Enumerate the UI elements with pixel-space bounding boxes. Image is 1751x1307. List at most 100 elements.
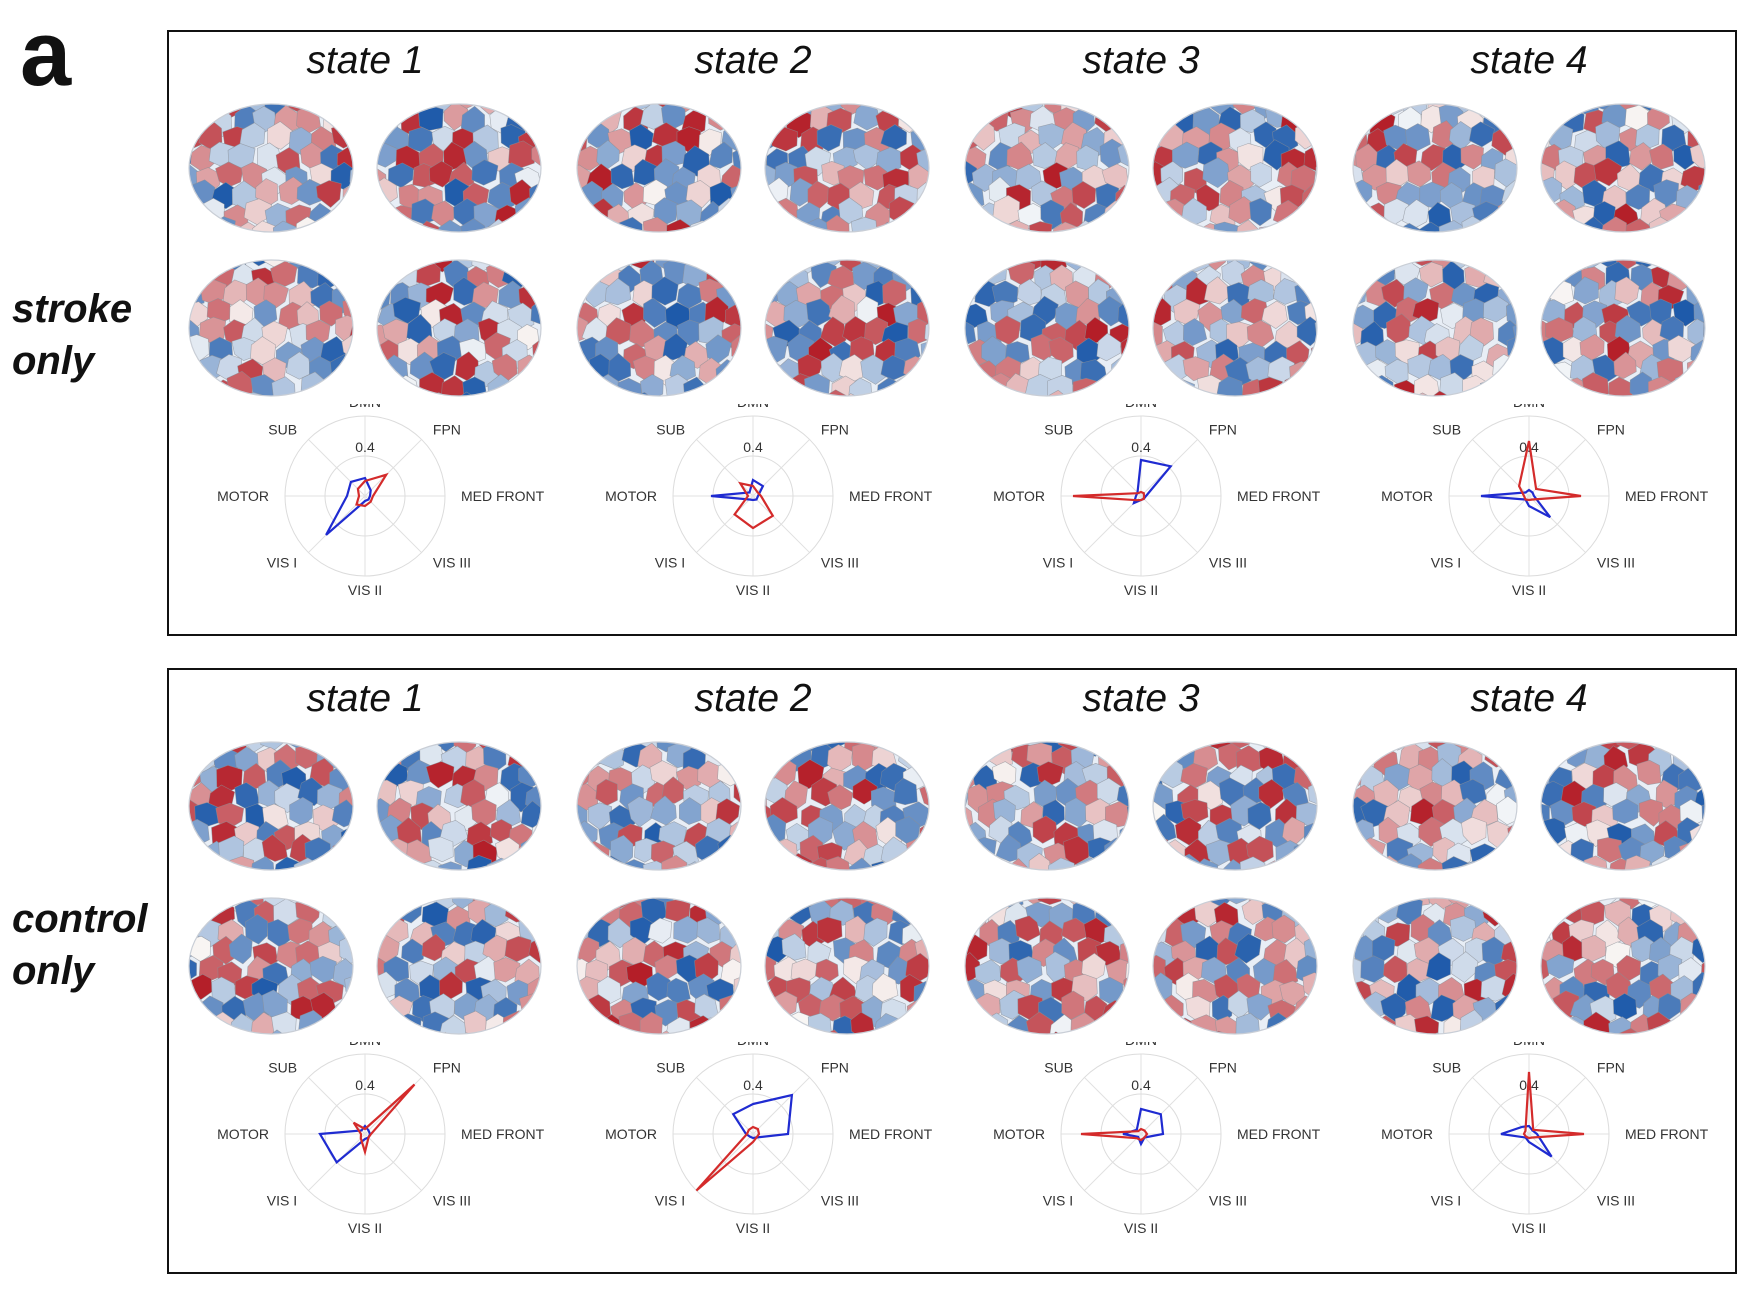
radar-axis-label: VIS II	[348, 582, 382, 598]
radar-tick-label: 0.4	[1131, 1077, 1151, 1093]
radar-grid	[1060, 1053, 1222, 1215]
radar-axis-label: DMN	[1125, 404, 1157, 410]
radar-axis-label: VIS III	[1209, 1193, 1247, 1209]
brain-view	[1541, 104, 1705, 232]
brain-view	[189, 898, 353, 1034]
state-title: state 2	[694, 677, 812, 720]
radar-axis-label: MED FRONT	[849, 488, 933, 504]
radar-axis-label: VIS I	[267, 555, 297, 571]
radar-axis-label: SUB	[1432, 1060, 1461, 1076]
radar-chart: DMN FPN MED FRONT VIS III VIS II VIS I MOTOR SU…	[993, 404, 1321, 598]
brain-view	[1353, 742, 1517, 870]
radar-tick-label: 0.4	[355, 1077, 375, 1093]
radar-tick-label: 0.4	[1131, 439, 1151, 455]
brain-view	[765, 742, 929, 870]
radar-axis-label: SUB	[1432, 422, 1461, 438]
radar-axis-label: VIS II	[736, 582, 770, 598]
radar-axis-label: VIS I	[267, 1193, 297, 1209]
radar-series-negative	[710, 478, 765, 502]
brain-view	[577, 742, 741, 870]
brain-view	[1353, 260, 1517, 396]
brain-view	[1153, 104, 1317, 232]
state-column: state 2 DMN FPN MED FRONT VIS III VIS II VIS …	[557, 670, 949, 1272]
radar-axis-label: VIS III	[1597, 1193, 1635, 1209]
radar-axis-label: MOTOR	[217, 488, 269, 504]
brain-view	[189, 260, 353, 396]
radar-axis-label: MOTOR	[993, 1126, 1045, 1142]
radar-grid	[672, 1053, 834, 1215]
radar-series-negative	[1480, 488, 1552, 519]
radar-axis-label: FPN	[433, 1060, 461, 1076]
radar-series-positive	[355, 472, 389, 508]
radar-axis-label: FPN	[1209, 422, 1237, 438]
radar-chart: DMN FPN MED FRONT VIS III VIS II VIS I MOTOR SU…	[217, 1042, 545, 1236]
radar-axis-label: VIS II	[348, 1220, 382, 1236]
state-title: state 4	[1470, 39, 1588, 82]
group-label-line1: control	[12, 897, 148, 941]
state-title: state 2	[694, 39, 812, 82]
radar-tick-label: 0.4	[743, 439, 763, 455]
radar-axis-label: VIS I	[655, 1193, 685, 1209]
radar-series-positive	[1517, 440, 1582, 502]
group-label-line2: only	[12, 949, 95, 993]
brain-render	[188, 741, 542, 1035]
radar-axis-label: DMN	[737, 404, 769, 410]
radar-axis-label: FPN	[1597, 422, 1625, 438]
radar-axis-label: MOTOR	[217, 1126, 269, 1142]
radar-axis-label: MED FRONT	[461, 488, 545, 504]
radar-axis-label: SUB	[268, 422, 297, 438]
radar-axis-label: FPN	[821, 1060, 849, 1076]
radar-axis-label: DMN	[349, 1042, 381, 1048]
radar-series-negative	[318, 1124, 372, 1164]
group-label-line1: stroke	[12, 287, 133, 331]
group-box-control: state 1 DMN FPN MED FRONT VIS III VIS II VIS …	[167, 668, 1737, 1274]
radar-tick-label: 0.4	[355, 439, 375, 455]
brain-view	[965, 104, 1129, 232]
state-column: state 4 DMN FPN MED FRONT VIS III VIS II VIS …	[1333, 32, 1725, 634]
radar-axis-label: FPN	[1209, 1060, 1237, 1076]
brain-view	[1541, 260, 1705, 396]
radar-axis-label: SUB	[656, 422, 685, 438]
brain-view	[377, 260, 541, 396]
radar-series-negative	[1500, 1124, 1553, 1158]
radar-series-positive	[1080, 1127, 1149, 1142]
radar-grid	[672, 415, 834, 577]
radar-series-positive	[1522, 1071, 1585, 1140]
brain-view	[965, 260, 1129, 396]
radar-axis-label: VIS II	[1124, 582, 1158, 598]
brain-render	[964, 103, 1318, 397]
radar-series-positive	[733, 481, 775, 530]
radar-chart: DMN FPN MED FRONT VIS III VIS II VIS I MOTOR SU…	[217, 404, 545, 598]
radar-axis-label: SUB	[268, 1060, 297, 1076]
radar-tick-label: 0.4	[743, 1077, 763, 1093]
brain-view	[1153, 742, 1317, 870]
radar-axis-label: VIS III	[821, 555, 859, 571]
brain-view	[377, 898, 541, 1034]
group-label-line2: only	[12, 339, 95, 383]
radar-axis-label: MOTOR	[605, 488, 657, 504]
radar-axis-label: MED FRONT	[461, 1126, 545, 1142]
radar-axis-label: VIS II	[736, 1220, 770, 1236]
radar-series-positive	[695, 1125, 761, 1192]
brain-view	[377, 742, 541, 870]
brain-view	[965, 898, 1129, 1034]
radar-axis-label: VIS III	[1209, 555, 1247, 571]
brain-view	[965, 742, 1129, 870]
state-title: state 1	[306, 39, 424, 82]
radar-axis-label: MED FRONT	[1237, 1126, 1321, 1142]
radar-axis-label: DMN	[349, 404, 381, 410]
brain-view	[1353, 898, 1517, 1034]
state-column: state 2 DMN FPN MED FRONT VIS III VIS II VIS …	[557, 32, 949, 634]
radar-axis-label: VIS III	[433, 555, 471, 571]
brain-render	[188, 103, 542, 397]
brain-view	[1153, 898, 1317, 1034]
brain-view	[765, 898, 929, 1034]
radar-axis-label: FPN	[1597, 1060, 1625, 1076]
state-column: state 3 DMN FPN MED FRONT VIS III VIS II VIS …	[945, 32, 1337, 634]
radar-axis-label: FPN	[433, 422, 461, 438]
group-label-stroke: stroke only	[12, 283, 132, 387]
radar-axis-label: MOTOR	[1381, 488, 1433, 504]
group-box-stroke: state 1 DMN FPN MED FRONT VIS III VIS II VIS …	[167, 30, 1737, 636]
radar-chart: DMN FPN MED FRONT VIS III VIS II VIS I MOTOR SU…	[605, 1042, 933, 1236]
group-label-control: control only	[12, 893, 148, 997]
